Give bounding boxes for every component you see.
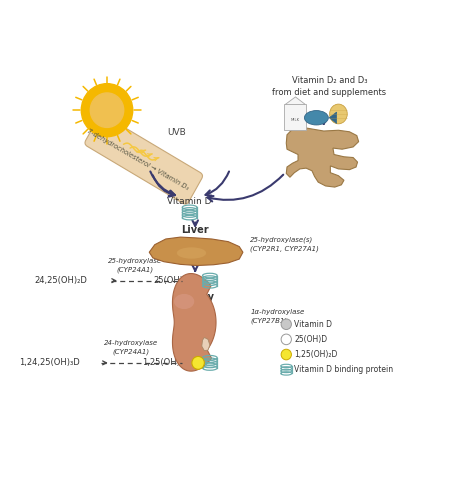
Circle shape: [281, 319, 292, 330]
Polygon shape: [329, 112, 337, 123]
Ellipse shape: [304, 111, 328, 125]
Circle shape: [82, 84, 133, 137]
Circle shape: [192, 356, 204, 369]
Ellipse shape: [329, 104, 347, 124]
Text: Vitamin D: Vitamin D: [167, 197, 212, 206]
Circle shape: [90, 93, 124, 127]
Text: 1,25(OH)₂D: 1,25(OH)₂D: [142, 358, 190, 368]
FancyBboxPatch shape: [284, 104, 306, 130]
Text: 25-hydroxylase
(CYP24A1): 25-hydroxylase (CYP24A1): [108, 258, 162, 273]
Circle shape: [281, 349, 292, 360]
Ellipse shape: [177, 247, 206, 259]
Polygon shape: [285, 97, 305, 104]
Ellipse shape: [174, 294, 194, 309]
Polygon shape: [286, 127, 359, 187]
Text: UVB: UVB: [168, 128, 186, 137]
Polygon shape: [149, 237, 243, 266]
Text: 25(OH)D: 25(OH)D: [153, 276, 190, 285]
Text: Vitamin D: Vitamin D: [294, 320, 332, 329]
Text: 24,25(OH)₂D: 24,25(OH)₂D: [34, 276, 87, 285]
Polygon shape: [202, 338, 210, 351]
Text: 1,25(OH)₂D: 1,25(OH)₂D: [294, 350, 338, 359]
Text: Liver: Liver: [182, 225, 209, 235]
Text: 25-hydroxylase(s)
(CYP2R1, CYP27A1): 25-hydroxylase(s) (CYP2R1, CYP27A1): [250, 237, 319, 252]
Text: Kideny: Kideny: [176, 292, 214, 302]
Text: Vitamin D₂ and D₃
from diet and supplements: Vitamin D₂ and D₃ from diet and suppleme…: [272, 76, 386, 97]
Text: 7-dehydrocholesterol → Vitamin D₃: 7-dehydrocholesterol → Vitamin D₃: [86, 128, 190, 191]
Circle shape: [281, 334, 292, 345]
Text: MILK: MILK: [291, 118, 300, 122]
FancyBboxPatch shape: [85, 115, 202, 204]
Text: Vitamin D binding protein: Vitamin D binding protein: [294, 365, 393, 374]
Text: 1,24,25(OH)₃D: 1,24,25(OH)₃D: [18, 358, 80, 368]
Text: 1α-hydroxylase
(CYP27B1): 1α-hydroxylase (CYP27B1): [250, 309, 304, 324]
Polygon shape: [173, 274, 216, 371]
Text: 24-hydroxylase
(CYP24A1): 24-hydroxylase (CYP24A1): [104, 340, 158, 355]
Text: 25(OH)D: 25(OH)D: [294, 335, 328, 344]
